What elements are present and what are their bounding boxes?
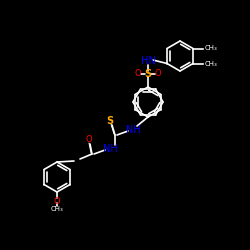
Text: O: O (54, 196, 60, 205)
Text: O: O (86, 136, 92, 144)
Text: S: S (106, 116, 114, 126)
Text: NH: NH (126, 125, 140, 135)
Text: HN: HN (140, 56, 156, 66)
Text: CH₃: CH₃ (205, 46, 218, 52)
Text: CH₃: CH₃ (205, 60, 218, 66)
Text: O: O (155, 70, 161, 78)
Text: CH₃: CH₃ (50, 206, 64, 212)
Text: NH: NH (103, 144, 118, 154)
Text: O: O (135, 70, 141, 78)
Text: S: S (144, 69, 152, 79)
